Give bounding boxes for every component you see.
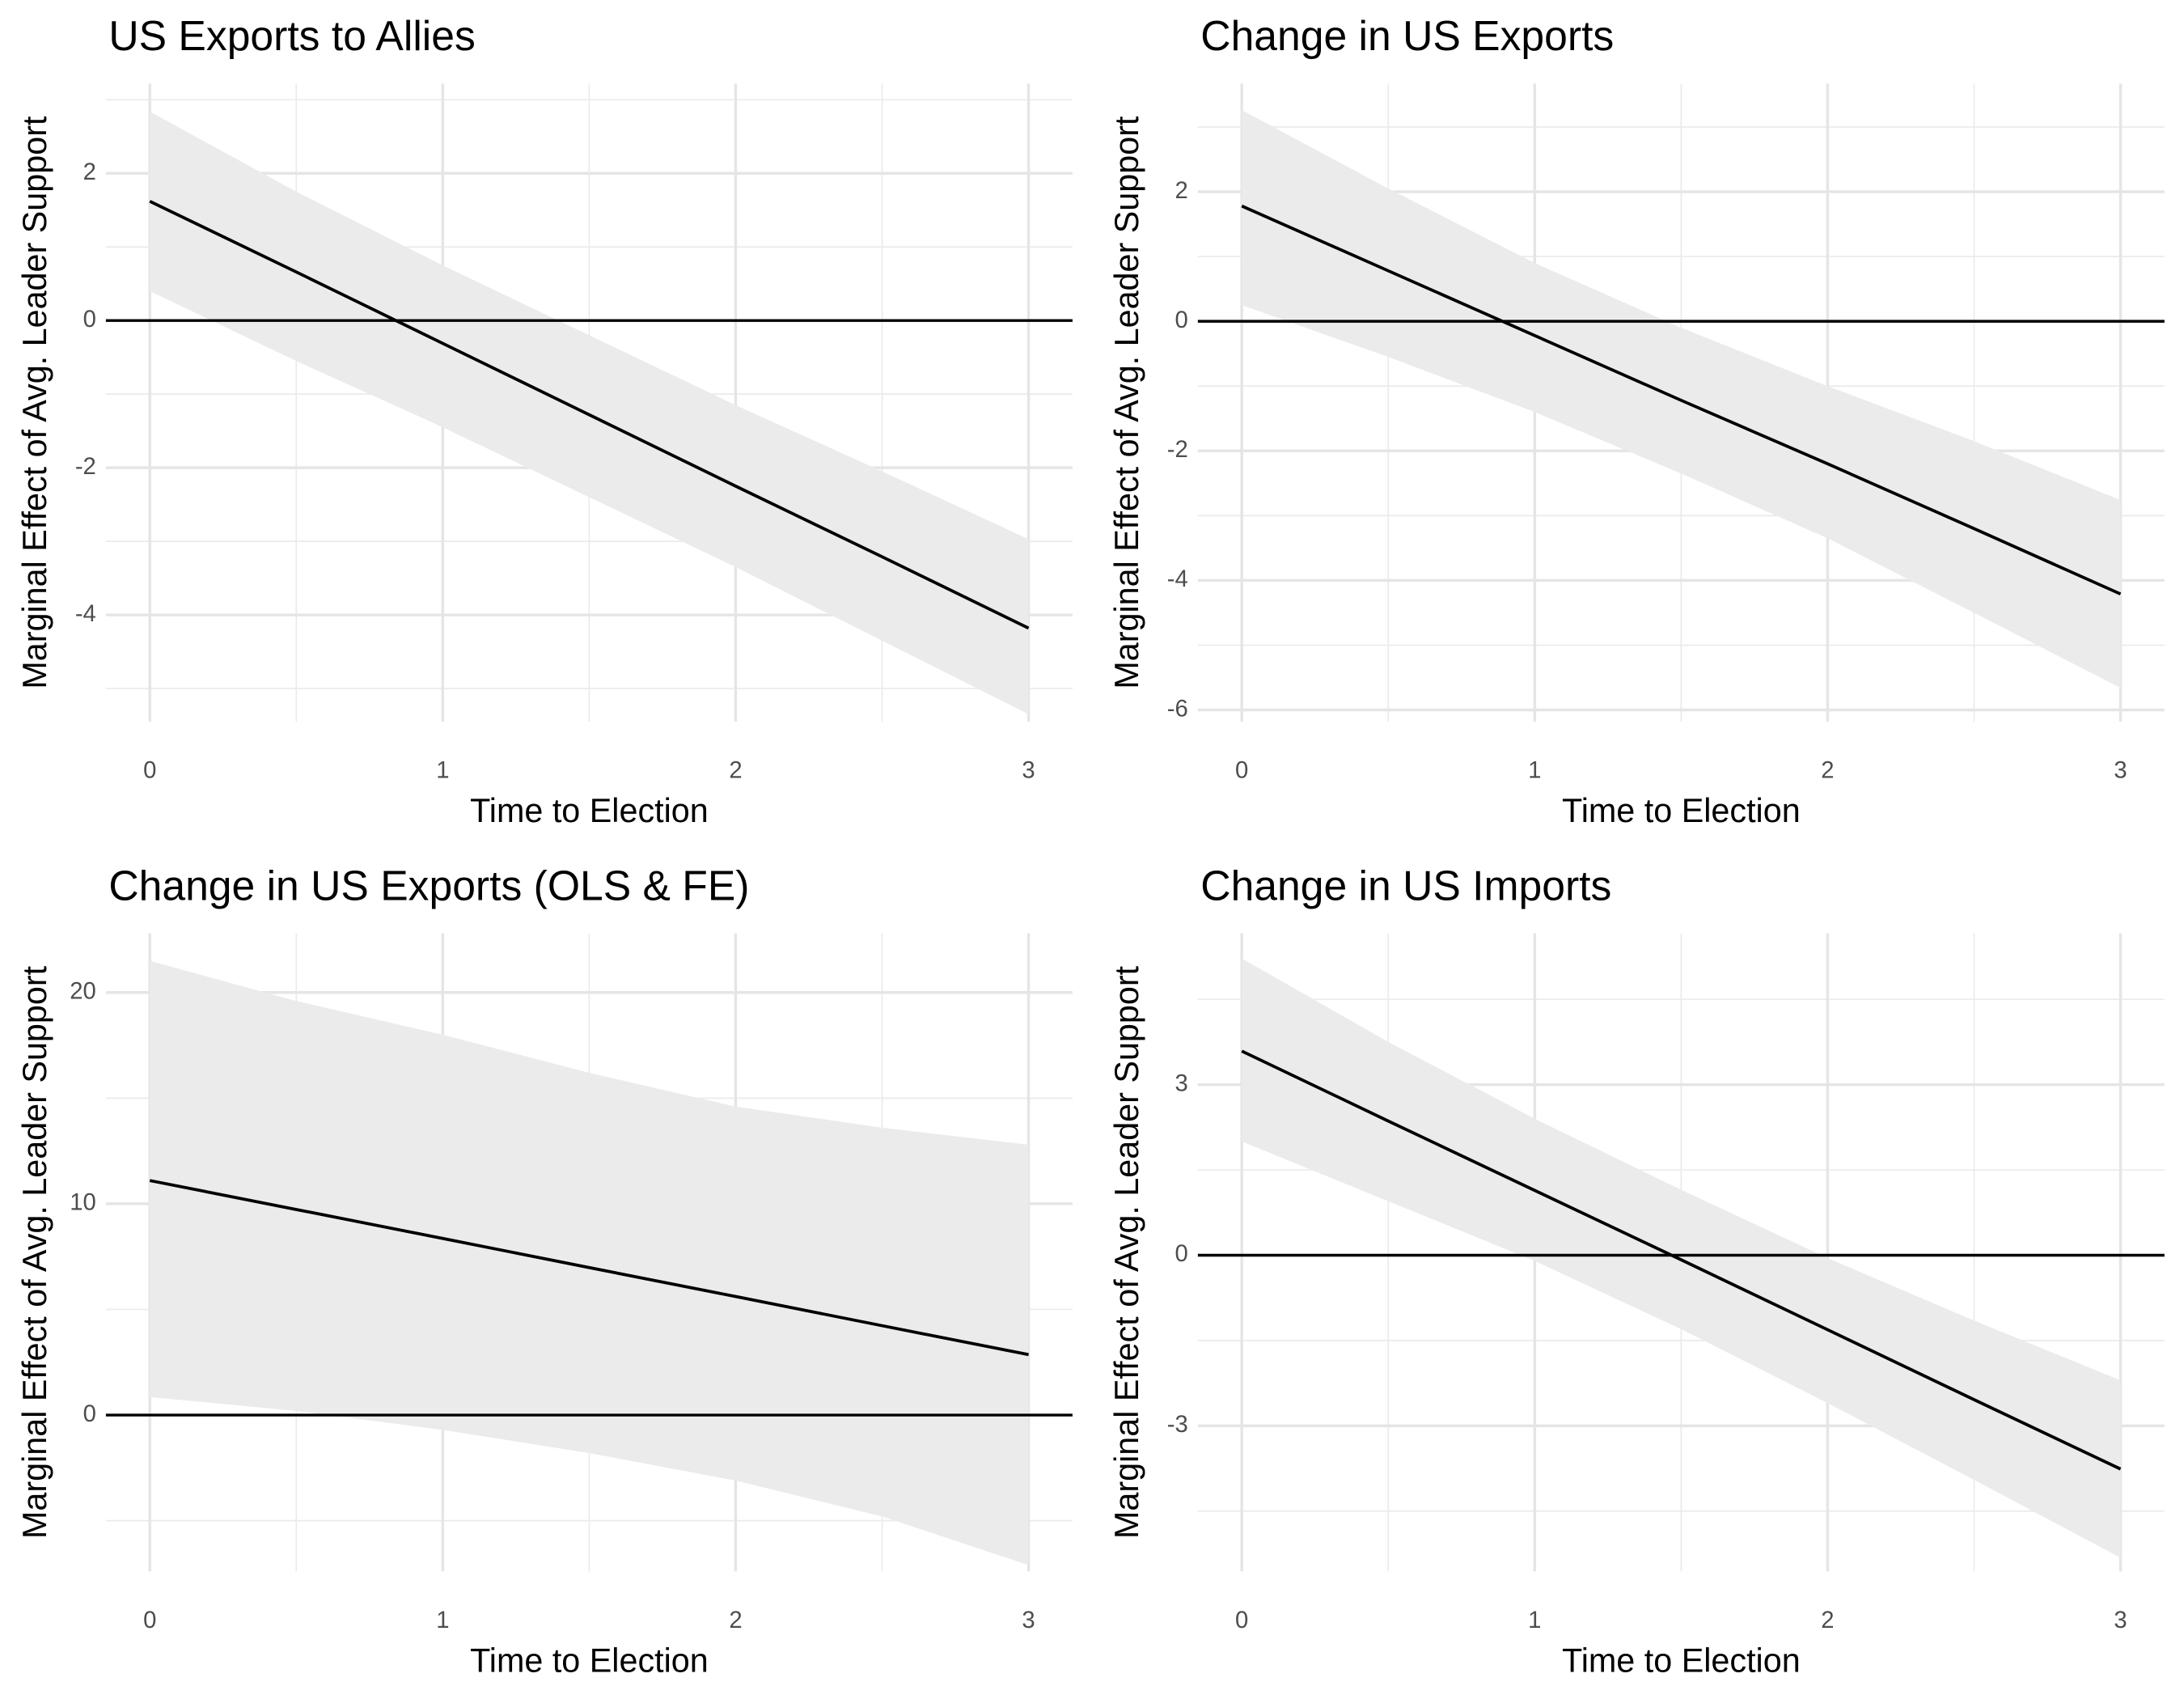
confidence-band: [1242, 958, 2121, 1558]
x-tick-label: 3: [2114, 1608, 2127, 1633]
x-tick-label: 3: [1022, 1608, 1035, 1633]
panel: -3 0 3 0 1 2 3 Change in US Imports Time to Elec…: [1108, 862, 2165, 1679]
estimate-line: [149, 200, 1030, 630]
y-tick-label: 10: [70, 1190, 96, 1216]
x-tick-label: 1: [1528, 1608, 1541, 1633]
y-tick-label: 0: [83, 307, 96, 333]
confidence-band: [150, 111, 1029, 714]
x-tick-label: 2: [1821, 758, 1834, 784]
x-tick-label: 0: [1235, 758, 1248, 784]
x-tick-label: 0: [143, 1608, 156, 1633]
y-tick-label: 0: [1175, 1241, 1188, 1267]
estimate-line: [1241, 204, 2122, 595]
estimate-line: [149, 1179, 1029, 1357]
x-tick-label: 1: [436, 1608, 449, 1633]
y-tick-label: 2: [83, 159, 96, 185]
y-tick-label: 2: [1175, 178, 1188, 204]
chart-title: US Exports to Allies: [108, 12, 475, 59]
x-tick-label: 2: [729, 1608, 742, 1633]
y-tick-label: -2: [75, 454, 96, 480]
panel: -6 -4 -2 0 2 0 1 2 3 Change in US Exports Time to …: [1108, 12, 2165, 829]
x-tick-label: 0: [143, 758, 156, 784]
y-tick-label: -2: [1167, 437, 1188, 463]
y-tick-label: 20: [70, 979, 96, 1005]
x-axis-title: Time to Election: [1562, 792, 1801, 829]
x-tick-label: 0: [1235, 1608, 1248, 1633]
x-tick-label: 3: [2114, 758, 2127, 784]
x-tick-label: 3: [1022, 758, 1035, 784]
y-tick-label: -4: [75, 601, 96, 627]
y-tick-label: -3: [1167, 1412, 1188, 1438]
y-tick-label: -4: [1167, 566, 1188, 592]
x-axis-title: Time to Election: [470, 1642, 709, 1679]
x-tick-label: 1: [1528, 758, 1541, 784]
y-tick-label: -6: [1167, 696, 1188, 722]
estimate-line: [1241, 1049, 2122, 1471]
y-tick-label: 0: [1175, 307, 1188, 333]
panel: 0 10 20 0 1 2 3 Change in US Exports (OLS & FE)…: [16, 862, 1073, 1679]
x-axis-title: Time to Election: [470, 792, 709, 829]
y-tick-label: 3: [1175, 1070, 1188, 1096]
panel: -4 -2 0 2 0 1 2 3 US Exports to Allies Time to El…: [16, 12, 1073, 829]
chart-title: Change in US Exports: [1200, 12, 1614, 59]
y-axis-title: Marginal Effect of Avg. Leader Support: [1108, 116, 1145, 689]
x-axis-title: Time to Election: [1562, 1642, 1801, 1679]
y-tick-label: 0: [83, 1401, 96, 1427]
chart-title: Change in US Imports: [1200, 862, 1611, 909]
x-tick-label: 2: [729, 758, 742, 784]
x-tick-label: 2: [1821, 1608, 1834, 1633]
y-axis-title: Marginal Effect of Avg. Leader Support: [16, 965, 53, 1539]
y-axis-title: Marginal Effect of Avg. Leader Support: [1108, 965, 1145, 1539]
x-tick-label: 1: [436, 758, 449, 784]
chart-title: Change in US Exports (OLS & FE): [108, 862, 749, 909]
y-axis-title: Marginal Effect of Avg. Leader Support: [16, 116, 53, 689]
